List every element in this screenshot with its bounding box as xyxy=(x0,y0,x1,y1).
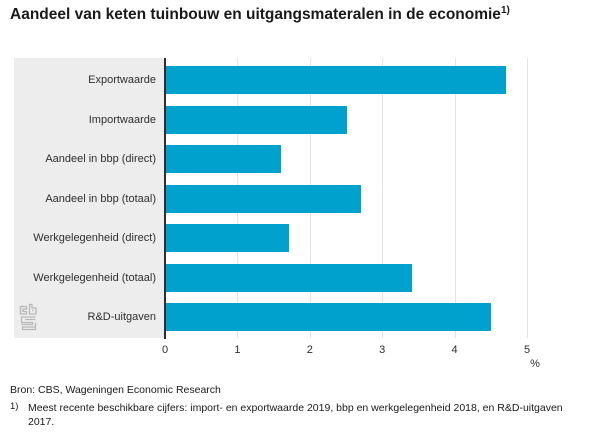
x-axis-unit-label: % xyxy=(530,358,540,370)
bar-importwaarde xyxy=(165,105,347,134)
bar-aandeel-in-bbp-direct xyxy=(165,145,282,173)
x-gridline xyxy=(382,58,384,338)
chart-title-text: Aandeel van keten tuinbouw en uitgangsma… xyxy=(10,6,501,23)
category-label-panel xyxy=(14,58,164,338)
bar-werkgelegenheid-totaal xyxy=(165,263,412,292)
category-label: Werkgelegenheid (direct) xyxy=(33,232,156,244)
x-tick-label: 4 xyxy=(451,344,458,356)
y-axis-line xyxy=(163,58,166,339)
source-line: Bron: CBS, Wageningen Economic Research xyxy=(10,384,221,396)
x-tick-label: 0 xyxy=(161,344,169,356)
footnote: 1) Meest recente beschikbare cijfers: im… xyxy=(10,401,592,429)
x-tick-label: 3 xyxy=(379,344,386,356)
category-label: Importwaarde xyxy=(88,113,156,126)
bar-exportwaarde xyxy=(165,66,506,94)
footnote-text: Meest recente beschikbare cijfers: impor… xyxy=(28,402,563,429)
bar-werkgelegenheid-direct xyxy=(165,224,289,252)
category-label: Aandeel in bbp (direct) xyxy=(45,153,156,165)
bar-chart: Exportwaarde Importwaarde Aandeel in bbp (… xyxy=(0,58,600,370)
x-tick-label: 2 xyxy=(306,344,313,356)
category-label: R&D-uitgaven xyxy=(87,311,156,323)
x-gridline xyxy=(454,58,456,338)
category-label: Werkgelegenheid (totaal) xyxy=(33,271,156,284)
title-footnote-marker: 1) xyxy=(500,4,510,16)
footnote-marker: 1) xyxy=(10,401,19,412)
bar-aandeel-in-bbp-totaal xyxy=(165,184,361,213)
category-label: Exportwaarde xyxy=(88,74,156,86)
x-tick-label: 1 xyxy=(234,344,241,356)
x-tick-label: 5 xyxy=(523,344,531,356)
x-gridline xyxy=(527,58,528,338)
chart-title: Aandeel van keten tuinbouw en uitgangsma… xyxy=(10,5,592,25)
category-label: Aandeel in bbp (totaal) xyxy=(45,192,156,205)
bar-r-d-uitgaven xyxy=(165,303,492,331)
cbs-logo-icon xyxy=(19,303,37,331)
